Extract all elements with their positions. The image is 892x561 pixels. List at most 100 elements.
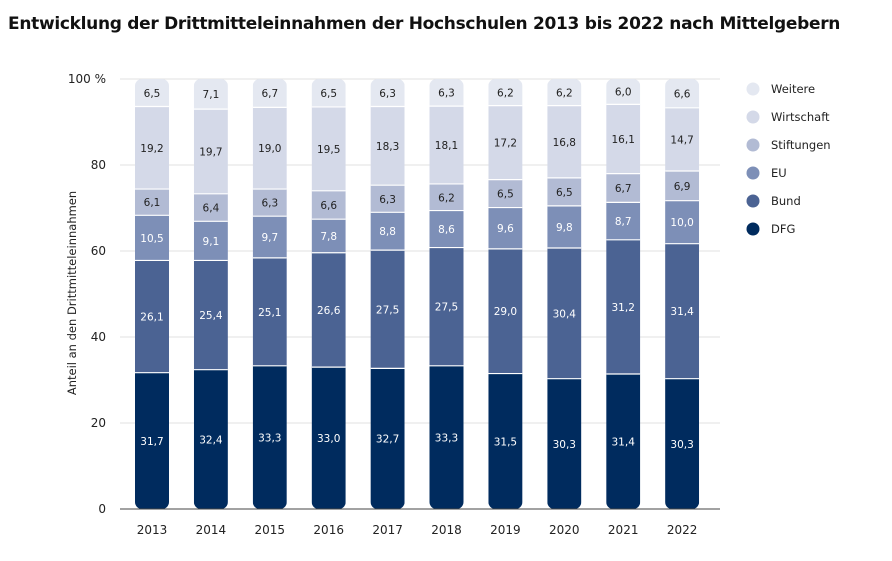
data-label-stiftungen-2019: 6,5 [497,189,514,201]
bar-stack-2016: 33,0 26,6 7,8 6,6 19,5 6,5 [311,79,346,509]
data-label-dfg-2018: 33,3 [435,432,458,444]
data-label-stiftungen-2014: 6,4 [203,203,220,215]
data-label-bund-2013: 26,1 [140,312,163,324]
data-label-stiftungen-2020: 6,5 [556,187,573,199]
bar-segment-wirtschaft-2013 [135,106,169,190]
bar-segment-weitere-2015 [252,79,287,108]
data-label-weitere-2020: 6,2 [556,87,573,99]
data-label-eu-2017: 8,8 [379,226,396,238]
bar-segment-stiftungen-2019 [488,179,523,208]
bar-segment-wirtschaft-2014 [193,109,228,194]
data-label-stiftungen-2016: 6,6 [320,200,337,212]
bar-segment-eu-2022 [665,200,700,244]
bar-stack-2018: 33,3 27,5 8,6 6,2 18,1 6,3 [429,79,464,509]
bar-segment-wirtschaft-2016 [311,106,346,191]
bar-stack-2014: 32,4 25,4 9,1 6,4 19,7 7,1 [193,79,228,509]
bar-segment-bund-2016 [311,252,346,368]
data-label-dfg-2022: 30,3 [670,439,693,451]
bar-segment-weitere-2018 [429,79,464,107]
bar-segment-bund-2018 [429,247,464,366]
x-tick-label: 2020 [549,523,580,537]
legend-swatch [746,222,760,236]
bar-stack-2022: 30,3 31,4 10,0 6,9 14,7 6,6 [665,79,700,509]
data-label-dfg-2013: 31,7 [140,436,163,448]
data-label-bund-2016: 26,6 [317,305,341,317]
y-tick-label: 100 % [68,72,106,86]
bar-segment-dfg-2019 [488,373,523,509]
bar-segment-weitere-2016 [311,79,346,107]
bar-segment-eu-2017 [370,212,405,251]
bar-segment-stiftungen-2020 [547,177,582,206]
data-label-wirtschaft-2015: 19,0 [258,143,281,155]
data-label-weitere-2018: 6,3 [438,88,455,100]
bar-segment-weitere-2020 [547,79,582,106]
data-label-dfg-2019: 31,5 [494,436,517,448]
bar-segment-eu-2018 [429,210,464,248]
bar-segment-stiftungen-2022 [665,171,700,201]
legend-item-dfg: DFG [746,222,795,236]
bar-segment-weitere-2017 [370,79,405,107]
data-label-weitere-2017: 6,3 [379,88,396,100]
data-label-weitere-2016: 6,5 [320,88,337,100]
bar-segment-bund-2014 [193,260,228,370]
data-label-dfg-2020: 30,3 [553,439,576,451]
bar-segment-weitere-2019 [488,79,523,106]
bar-segment-bund-2022 [665,243,700,379]
bar-segment-eu-2021 [606,202,641,240]
legend-item-wirtschaft: Wirtschaft [746,110,830,124]
bar-segment-dfg-2014 [193,369,228,509]
bar-segment-stiftungen-2013 [135,189,169,216]
data-label-stiftungen-2015: 6,3 [261,198,278,210]
bar-segment-dfg-2022 [665,378,700,509]
x-tick-label: 2019 [490,523,521,537]
bar-segment-dfg-2021 [606,373,641,509]
legend-swatch [746,166,760,180]
data-label-stiftungen-2021: 6,7 [615,183,632,195]
data-label-wirtschaft-2019: 17,2 [494,138,517,150]
data-label-weitere-2021: 6,0 [615,87,632,99]
bar-segment-wirtschaft-2018 [429,106,464,184]
legend-label: EU [771,166,787,180]
bar-segment-wirtschaft-2017 [370,106,405,186]
bar-segment-bund-2019 [488,248,523,374]
data-label-stiftungen-2017: 6,3 [379,194,396,206]
data-label-eu-2013: 10,5 [140,233,163,245]
data-label-eu-2020: 9,8 [556,222,573,234]
bar-segment-wirtschaft-2020 [547,105,582,178]
data-label-eu-2018: 8,6 [438,224,455,236]
x-tick-label: 2018 [431,523,462,537]
bar-segment-dfg-2013 [135,372,169,509]
bar-segment-eu-2016 [311,219,346,253]
bar-segment-weitere-2021 [606,79,641,105]
data-label-dfg-2021: 31,4 [612,436,636,448]
data-label-wirtschaft-2014: 19,7 [199,146,222,158]
bar-stack-2020: 30,3 30,4 9,8 6,5 16,8 6,2 [547,79,582,509]
bar-segment-stiftungen-2016 [311,190,346,220]
chart-title: Entwicklung der Drittmitteleinnahmen der… [8,14,841,34]
x-tick-label: 2015 [255,523,286,537]
legend-swatch [746,138,760,152]
data-label-eu-2014: 9,1 [203,236,220,248]
data-label-wirtschaft-2020: 16,8 [553,137,576,149]
data-label-bund-2015: 25,1 [258,307,281,319]
bar-segment-eu-2014 [193,221,228,261]
data-label-bund-2014: 25,4 [199,310,223,322]
bar-segment-bund-2015 [252,257,287,366]
x-tick-label: 2014 [196,523,227,537]
data-label-bund-2019: 29,0 [494,306,517,318]
bar-segment-wirtschaft-2022 [665,107,700,172]
data-label-dfg-2017: 32,7 [376,434,399,446]
bar-stack-2019: 31,5 29,0 9,6 6,5 17,2 6,2 [488,79,523,509]
legend-item-bund: Bund [746,194,801,208]
x-tick-label: 2022 [667,523,698,537]
data-label-weitere-2022: 6,6 [674,88,691,100]
legend-label: Stiftungen [771,138,831,152]
data-label-eu-2022: 10,0 [670,217,693,229]
bar-stack-2015: 33,3 25,1 9,7 6,3 19,0 6,7 [252,79,287,509]
axes: 0 20 40 60 80 100 % 2013 2014 2015 2016 2017 2018 20… [68,72,720,537]
data-label-dfg-2016: 33,0 [317,433,340,445]
x-tick-label: 2017 [372,523,403,537]
y-tick-label: 40 [91,330,106,344]
legend-swatch [746,110,760,124]
